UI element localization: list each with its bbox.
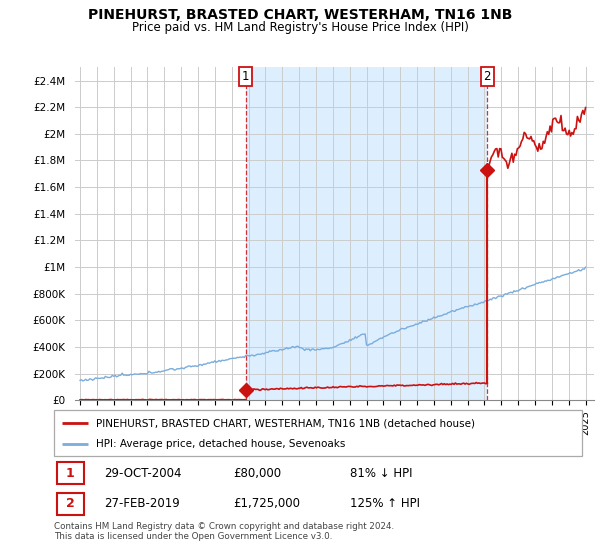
Text: 125% ↑ HPI: 125% ↑ HPI <box>350 497 419 510</box>
Text: 1: 1 <box>242 70 250 83</box>
Text: 29-OCT-2004: 29-OCT-2004 <box>104 467 182 480</box>
Text: Contains HM Land Registry data © Crown copyright and database right 2024.
This d: Contains HM Land Registry data © Crown c… <box>54 522 394 542</box>
Text: 27-FEB-2019: 27-FEB-2019 <box>104 497 180 510</box>
Text: 2: 2 <box>484 70 491 83</box>
Text: £80,000: £80,000 <box>233 467 281 480</box>
Text: 81% ↓ HPI: 81% ↓ HPI <box>350 467 412 480</box>
Text: PINEHURST, BRASTED CHART, WESTERHAM, TN16 1NB (detached house): PINEHURST, BRASTED CHART, WESTERHAM, TN1… <box>96 418 475 428</box>
Text: £1,725,000: £1,725,000 <box>233 497 301 510</box>
Text: 2: 2 <box>66 497 75 510</box>
Bar <box>245 67 487 400</box>
FancyBboxPatch shape <box>56 462 84 484</box>
FancyBboxPatch shape <box>54 410 582 456</box>
Text: HPI: Average price, detached house, Sevenoaks: HPI: Average price, detached house, Seve… <box>96 438 346 449</box>
Text: 1: 1 <box>66 467 75 480</box>
Text: PINEHURST, BRASTED CHART, WESTERHAM, TN16 1NB: PINEHURST, BRASTED CHART, WESTERHAM, TN1… <box>88 8 512 22</box>
FancyBboxPatch shape <box>56 493 84 515</box>
Text: Price paid vs. HM Land Registry's House Price Index (HPI): Price paid vs. HM Land Registry's House … <box>131 21 469 34</box>
